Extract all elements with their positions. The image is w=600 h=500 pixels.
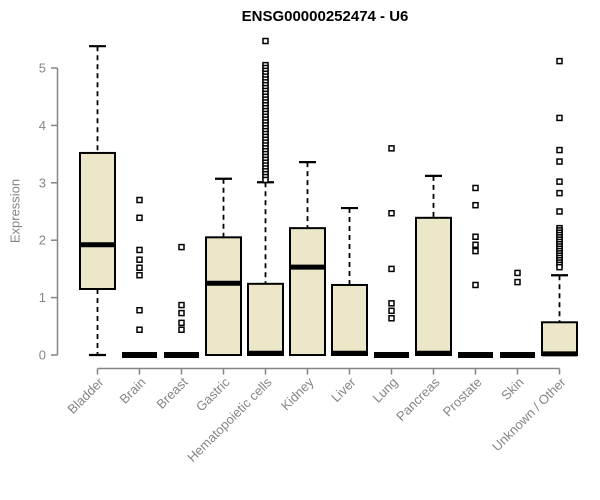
box-group — [415, 174, 452, 356]
box-group — [122, 196, 157, 358]
outlier-point — [472, 281, 479, 289]
outlier-point — [472, 201, 479, 209]
outlier-point — [472, 241, 479, 249]
chart-title: ENSG00000252474 - U6 — [241, 8, 409, 25]
zero-bar — [374, 352, 409, 358]
x-tick-label: Prostate — [440, 375, 485, 420]
box-rect — [331, 283, 368, 356]
outlier-point — [388, 315, 395, 322]
box-rect — [289, 227, 326, 356]
outlier-point — [472, 233, 479, 241]
outlier-point — [262, 37, 269, 45]
x-tick-label: Liver — [328, 374, 359, 405]
box-group — [331, 206, 368, 356]
outlier-point — [136, 256, 143, 263]
box-group — [289, 161, 326, 356]
outlier-point — [178, 326, 185, 333]
outlier-point — [262, 176, 269, 184]
x-tick-label: Kidney — [278, 374, 317, 413]
box-group — [247, 37, 284, 357]
x-tick-label: Lung — [370, 375, 401, 406]
x-tick-label: Breast — [153, 374, 190, 411]
box-rect — [541, 321, 578, 357]
outlier-point — [136, 246, 143, 254]
outlier-point — [556, 146, 563, 154]
outlier-point — [136, 326, 143, 333]
outlier-point — [556, 263, 563, 271]
box-group — [374, 145, 409, 358]
x-tick-label: Gastric — [193, 374, 233, 414]
x-tick-label: Skin — [498, 375, 526, 403]
box-group — [458, 184, 493, 358]
x-tick-label: Bladder — [64, 374, 107, 417]
outlier-point — [136, 196, 143, 204]
box-group — [79, 45, 116, 357]
outlier-point — [514, 269, 521, 277]
outlier-point — [178, 243, 185, 251]
outlier-point — [178, 309, 185, 317]
outlier-point — [556, 57, 563, 65]
box-rect — [205, 236, 242, 356]
outlier-point — [388, 145, 395, 152]
outlier-point — [556, 158, 563, 165]
outlier-point — [556, 114, 563, 122]
box-group — [164, 243, 199, 358]
outlier-point — [388, 209, 395, 217]
box-rect — [79, 151, 116, 290]
outlier-point — [556, 178, 563, 185]
outlier-point — [178, 301, 185, 309]
outlier-point — [472, 247, 479, 255]
outlier-point — [514, 278, 521, 286]
outlier-point — [178, 319, 185, 327]
outlier-point — [472, 184, 479, 192]
outlier-point — [136, 214, 143, 222]
outlier-point — [556, 189, 563, 197]
box-group — [500, 269, 535, 358]
y-tick-label: 5 — [39, 61, 46, 76]
outlier-point — [556, 208, 563, 215]
outlier-point — [136, 271, 143, 279]
zero-bar — [164, 352, 199, 358]
y-tick-label: 2 — [39, 233, 46, 248]
box-group — [205, 177, 242, 356]
outlier-point — [388, 265, 395, 273]
x-tick-label: Brain — [117, 375, 149, 407]
y-tick-label: 1 — [39, 290, 46, 305]
box-rect — [415, 216, 452, 356]
zero-bar — [458, 352, 493, 358]
outlier-point — [388, 307, 395, 315]
y-tick-label: 0 — [39, 348, 46, 363]
zero-bar — [122, 352, 157, 358]
y-tick-label: 3 — [39, 175, 46, 190]
box-group — [541, 57, 578, 357]
box-rect — [247, 282, 284, 357]
x-tick-label: Pancreas — [393, 374, 443, 424]
outlier-point — [136, 264, 143, 272]
x-tick-label: Unknown / Other — [489, 374, 569, 454]
outlier-point — [388, 300, 395, 307]
zero-bar — [500, 352, 535, 358]
outlier-point — [136, 306, 143, 314]
y-tick-label: 4 — [39, 118, 46, 133]
